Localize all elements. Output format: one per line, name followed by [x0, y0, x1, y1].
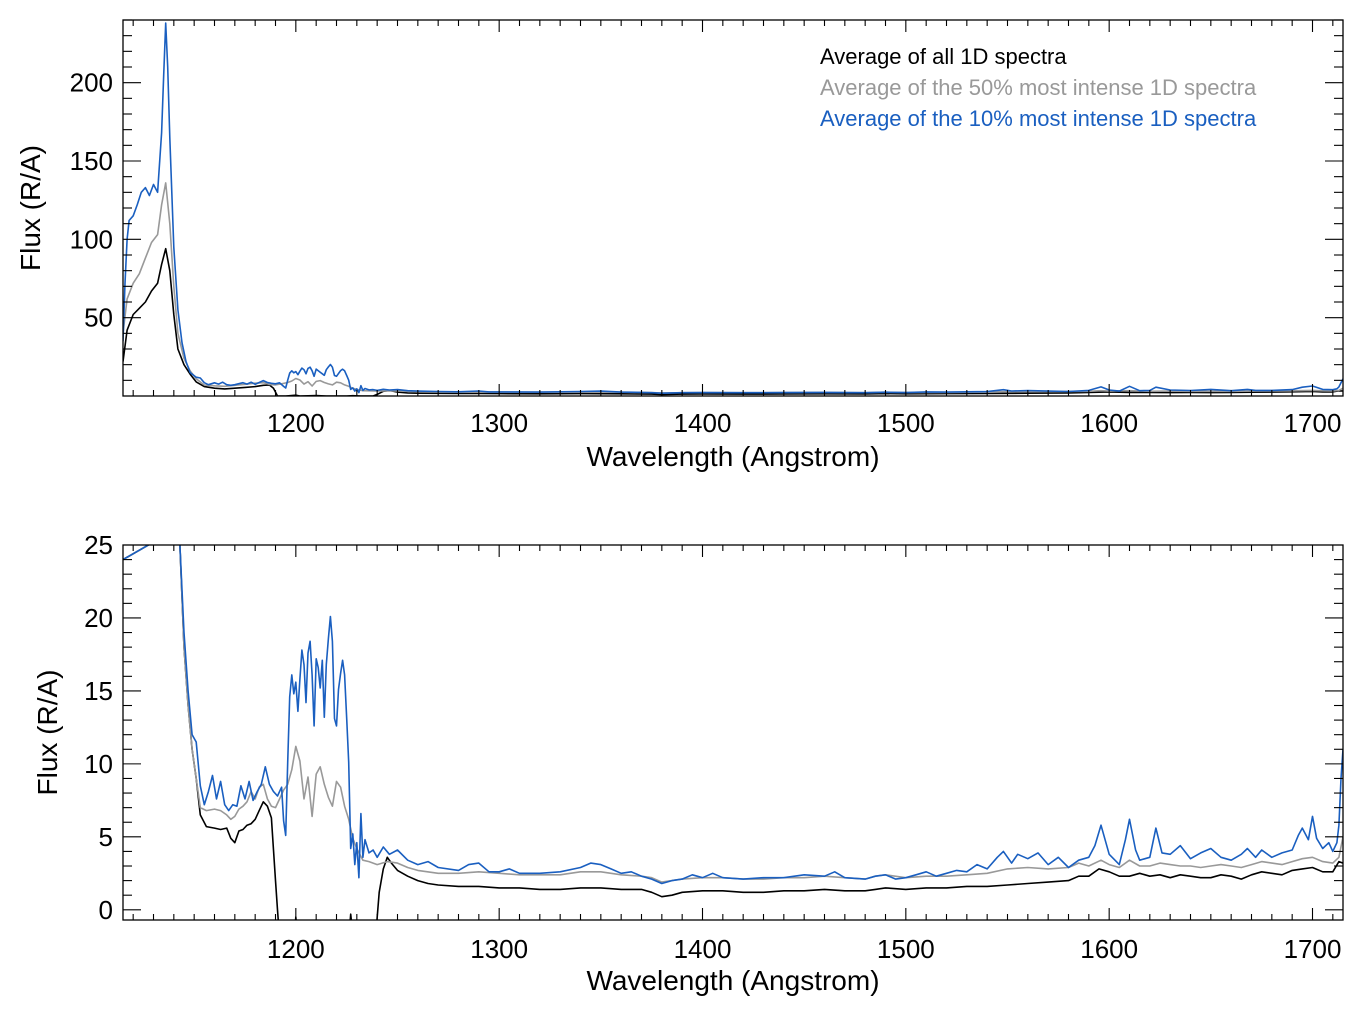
y-tick-label: 100: [70, 224, 113, 254]
top-plot-frame: [122, 19, 1344, 397]
series-line-all: [123, 545, 1343, 920]
series-line-50pct: [123, 545, 1343, 883]
top-y-axis-title: Flux (R/A): [15, 145, 46, 271]
series-line-50pct: [123, 182, 1343, 394]
y-tick-label: 200: [70, 68, 113, 98]
y-tick-label: 0: [99, 895, 113, 925]
series-line-10pct: [123, 22, 1343, 394]
y-tick-label: 15: [84, 676, 113, 706]
legend-entry-10pct: Average of the 10% most intense 1D spect…: [820, 106, 1257, 131]
top-series-layer: [123, 22, 1343, 396]
bottom-y-tick-labels: 0 5 10 15 20 25: [84, 530, 113, 925]
series-line-all: [123, 247, 1343, 396]
bottom-x-axis-title: Wavelength (Angstrom): [586, 965, 879, 996]
y-tick-label: 5: [99, 822, 113, 852]
legend-entry-50pct: Average of the 50% most intense 1D spect…: [820, 75, 1257, 100]
series-line-10pct: [123, 545, 1343, 885]
y-tick-label: 25: [84, 530, 113, 560]
x-tick-label: 1200: [267, 934, 325, 964]
y-tick-label: 20: [84, 603, 113, 633]
x-tick-label: 1500: [877, 408, 935, 438]
x-tick-label: 1300: [470, 408, 528, 438]
bottom-y-axis-title: Flux (R/A): [32, 670, 63, 796]
x-tick-label: 1700: [1284, 408, 1342, 438]
x-tick-label: 1400: [674, 934, 732, 964]
x-tick-label: 1500: [877, 934, 935, 964]
bottom-panel: 1200 1300 1400 1500 1600 1700 0 5 10 15 20 25 Wave…: [32, 530, 1344, 996]
bottom-x-tick-labels: 1200 1300 1400 1500 1600 1700: [267, 934, 1342, 964]
x-tick-label: 1600: [1080, 934, 1138, 964]
legend-entry-all: Average of all 1D spectra: [820, 44, 1067, 69]
top-x-tick-labels: 1200 1300 1400 1500 1600 1700: [267, 408, 1342, 438]
x-tick-label: 1300: [470, 934, 528, 964]
top-y-tick-labels: 50 100 150 200: [70, 68, 113, 333]
bottom-ticks-layer: [123, 544, 1343, 920]
top-panel: 1200 1300 1400 1500 1600 1700 50 100 150 200 Wav…: [15, 19, 1344, 472]
y-tick-label: 150: [70, 146, 113, 176]
x-tick-label: 1600: [1080, 408, 1138, 438]
x-tick-label: 1400: [674, 408, 732, 438]
bottom-series-layer: [123, 545, 1343, 920]
top-x-axis-title: Wavelength (Angstrom): [586, 441, 879, 472]
y-tick-label: 10: [84, 749, 113, 779]
top-legend: Average of all 1D spectra Average of the…: [820, 44, 1257, 131]
y-tick-label: 50: [84, 303, 113, 333]
x-tick-label: 1700: [1284, 934, 1342, 964]
x-tick-label: 1200: [267, 408, 325, 438]
bottom-plot-frame: [122, 544, 1344, 921]
